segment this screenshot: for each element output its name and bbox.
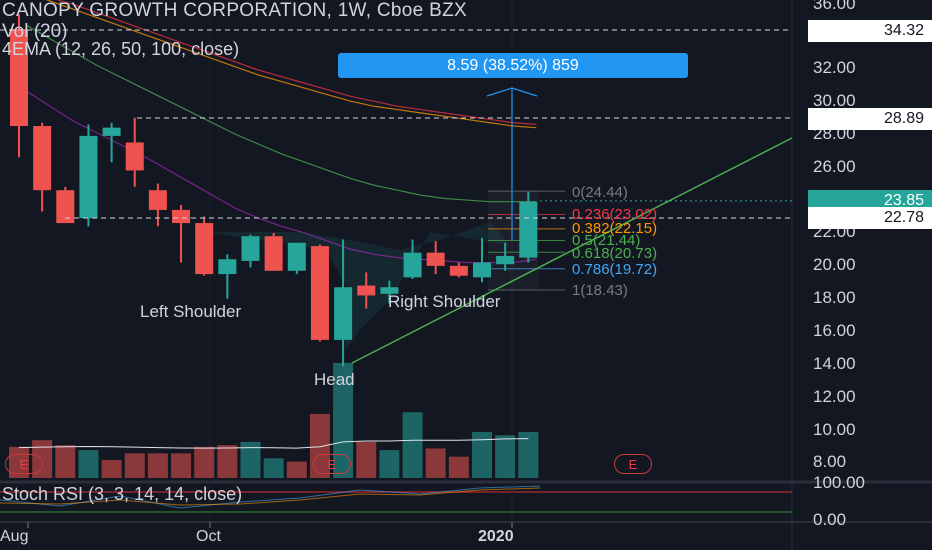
volume-bar xyxy=(171,453,192,478)
time-axis-label: Oct xyxy=(196,528,221,545)
volume-bar xyxy=(124,453,145,478)
candle-body xyxy=(403,252,422,278)
stoch-axis-tick: 0.00 xyxy=(813,510,847,529)
candle-body xyxy=(496,255,515,265)
candle-body xyxy=(241,236,260,261)
price-axis-tick: 18.00 xyxy=(813,288,856,307)
neckline-trendline xyxy=(351,137,793,364)
fib-level-label: 0.236(23.02) xyxy=(572,206,658,223)
stoch-k-line xyxy=(0,485,541,509)
stoch-axis-tick: 100.00 xyxy=(813,473,865,492)
candle-body xyxy=(426,252,445,266)
candle-body xyxy=(287,242,306,271)
time-axis-label: Aug xyxy=(0,528,29,545)
drawings[interactable] xyxy=(0,29,793,364)
volume-bar xyxy=(472,431,492,478)
ema-line xyxy=(45,0,537,129)
candle-body xyxy=(264,236,283,271)
right-shoulder-annotation[interactable]: Right Shoulder xyxy=(388,292,501,311)
volume-bar xyxy=(78,450,99,478)
price-axis-tick: 20.00 xyxy=(813,255,856,274)
fib-level-label: 0.382(22.15) xyxy=(572,220,658,237)
price-axis-tick: 30.00 xyxy=(813,91,856,110)
candle-body xyxy=(10,28,28,127)
candles xyxy=(10,14,538,367)
price-axis-tick: 14.00 xyxy=(813,354,856,373)
candle-body xyxy=(380,287,399,294)
candle-body xyxy=(56,190,75,224)
candle-body xyxy=(79,135,98,219)
candle-body xyxy=(33,126,52,191)
volume-bar xyxy=(495,435,516,478)
left-shoulder-annotation[interactable]: Left Shoulder xyxy=(140,302,242,321)
volume-bar xyxy=(194,446,215,478)
volume-bar xyxy=(333,362,354,478)
fib-level-label: 0.5(21.44) xyxy=(572,232,641,249)
earnings-marker[interactable]: E xyxy=(5,454,43,474)
time-axis-label: 2020 xyxy=(478,528,514,545)
volume-bar xyxy=(379,450,400,478)
volume-indicator-label[interactable]: Vol (20) xyxy=(2,21,68,42)
fib-level-label: 0(24.44) xyxy=(572,184,628,201)
resistance-price-label[interactable]: 28.89 xyxy=(808,108,932,130)
earnings-marker[interactable]: E xyxy=(313,454,351,474)
volume-bar xyxy=(217,445,238,478)
volume-bar xyxy=(101,459,122,478)
support-price-label[interactable]: 22.78 xyxy=(808,207,932,229)
candle-body xyxy=(449,265,468,276)
candle-body xyxy=(218,259,237,275)
pattern-drawings[interactable] xyxy=(205,190,565,350)
candle-body xyxy=(125,142,144,171)
measure-arrow-head xyxy=(486,87,538,97)
volume-bar xyxy=(356,441,377,478)
volume-bar xyxy=(263,458,284,478)
earnings-marker[interactable]: E xyxy=(614,454,652,474)
stoch-d-line xyxy=(0,487,541,506)
candle-body xyxy=(473,262,491,278)
price-axis-tick: 8.00 xyxy=(813,452,847,471)
volume-bars xyxy=(9,362,539,478)
price-axis-tick: 16.00 xyxy=(813,321,856,340)
price-range-measure-label[interactable]: 8.59 (38.52%) 859 xyxy=(338,53,688,78)
fib-level-label: 0.618(20.73) xyxy=(572,245,658,262)
candle-body xyxy=(310,246,329,340)
fib-level-label: 1(18.43) xyxy=(572,282,628,299)
price-axis-tick: 26.00 xyxy=(813,157,856,176)
high-price-label[interactable]: 34.32 xyxy=(808,20,932,42)
ema-line xyxy=(56,0,537,125)
ema-indicator-label[interactable]: 4EMA (12, 26, 50, 100, close) xyxy=(2,39,240,59)
candle-body xyxy=(172,209,191,224)
volume-bar xyxy=(240,441,261,478)
volume-bar xyxy=(147,453,168,478)
price-axis-tick: 36.00 xyxy=(813,0,856,13)
price-axis-tick: 10.00 xyxy=(813,420,856,439)
head-annotation[interactable]: Head xyxy=(314,370,355,389)
volume-bar xyxy=(448,456,469,478)
candle-body xyxy=(334,287,353,340)
volume-bar xyxy=(425,448,446,478)
current-price-label[interactable]: 23.85 xyxy=(808,190,932,212)
volume-ma-line xyxy=(18,438,529,449)
ema-line xyxy=(26,25,537,203)
price-axis-tick: 12.00 xyxy=(813,387,856,406)
candle-body xyxy=(102,127,121,136)
price-axis-tick: 32.00 xyxy=(813,58,856,77)
stoch-rsi-indicator-label[interactable]: Stoch RSI (3, 3, 14, 14, close) xyxy=(2,484,243,504)
volume-bar xyxy=(55,445,76,478)
volume-bar xyxy=(518,431,539,478)
candle-body xyxy=(357,285,376,296)
candle-body xyxy=(148,190,167,210)
chart-title: CANOPY GROWTH CORPORATION, 1W, Cboe BZX xyxy=(2,0,467,21)
candle-body xyxy=(519,201,538,258)
volume-bar xyxy=(402,412,423,478)
candle-body xyxy=(195,223,214,275)
volume-bar xyxy=(286,461,307,478)
fib-level-label: 0.786(19.72) xyxy=(572,261,658,278)
